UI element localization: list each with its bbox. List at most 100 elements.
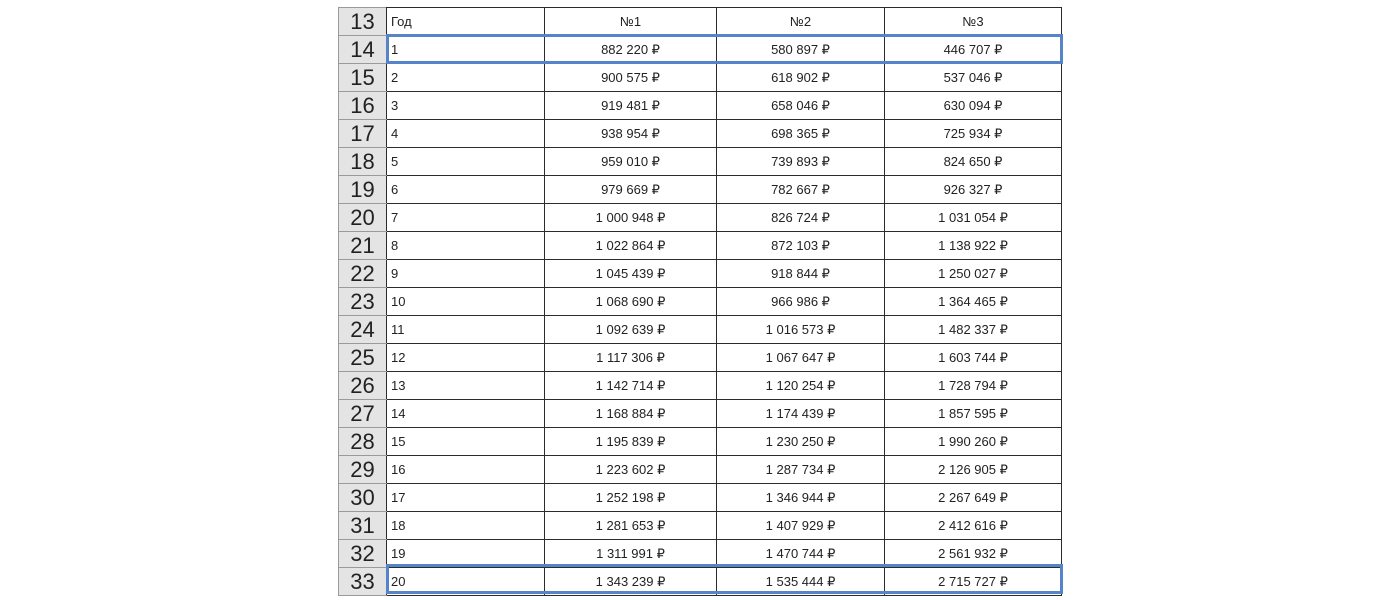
- cell-3[interactable]: 1 031 054 ₽: [884, 203, 1062, 232]
- row-header[interactable]: 24: [338, 315, 387, 344]
- cell-3[interactable]: 1 250 027 ₽: [884, 259, 1062, 288]
- cell-year[interactable]: 3: [386, 91, 545, 120]
- cell-1[interactable]: 900 575 ₽: [544, 63, 717, 92]
- cell-2[interactable]: 1 470 744 ₽: [716, 539, 885, 568]
- cell-2[interactable]: 826 724 ₽: [716, 203, 885, 232]
- cell-2[interactable]: 1 230 250 ₽: [716, 427, 885, 456]
- cell-2[interactable]: 872 103 ₽: [716, 231, 885, 260]
- cell-1[interactable]: 1 092 639 ₽: [544, 315, 717, 344]
- header-cell-3[interactable]: №3: [884, 7, 1062, 36]
- cell-2[interactable]: 580 897 ₽: [716, 35, 885, 64]
- cell-1[interactable]: 1 022 864 ₽: [544, 231, 717, 260]
- cell-2[interactable]: 739 893 ₽: [716, 147, 885, 176]
- row-header[interactable]: 14: [338, 35, 387, 64]
- cell-1[interactable]: 938 954 ₽: [544, 119, 717, 148]
- cell-1[interactable]: 1 195 839 ₽: [544, 427, 717, 456]
- cell-3[interactable]: 446 707 ₽: [884, 35, 1062, 64]
- cell-2[interactable]: 1 287 734 ₽: [716, 455, 885, 484]
- cell-year[interactable]: 17: [386, 483, 545, 512]
- cell-year[interactable]: 12: [386, 343, 545, 372]
- cell-3[interactable]: 2 715 727 ₽: [884, 567, 1062, 596]
- header-cell-1[interactable]: №1: [544, 7, 717, 36]
- cell-1[interactable]: 959 010 ₽: [544, 147, 717, 176]
- cell-2[interactable]: 1 407 929 ₽: [716, 511, 885, 540]
- cell-2[interactable]: 966 986 ₽: [716, 287, 885, 316]
- row-header[interactable]: 30: [338, 483, 387, 512]
- cell-year[interactable]: 10: [386, 287, 545, 316]
- cell-year[interactable]: 1: [386, 35, 545, 64]
- cell-3[interactable]: 630 094 ₽: [884, 91, 1062, 120]
- row-header[interactable]: 33: [338, 567, 387, 596]
- cell-year[interactable]: 7: [386, 203, 545, 232]
- cell-2[interactable]: 918 844 ₽: [716, 259, 885, 288]
- row-header[interactable]: 15: [338, 63, 387, 92]
- cell-2[interactable]: 1 346 944 ₽: [716, 483, 885, 512]
- row-header[interactable]: 25: [338, 343, 387, 372]
- cell-3[interactable]: 824 650 ₽: [884, 147, 1062, 176]
- cell-3[interactable]: 1 603 744 ₽: [884, 343, 1062, 372]
- row-header[interactable]: 29: [338, 455, 387, 484]
- cell-1[interactable]: 1 343 239 ₽: [544, 567, 717, 596]
- cell-3[interactable]: 1 728 794 ₽: [884, 371, 1062, 400]
- cell-3[interactable]: 725 934 ₽: [884, 119, 1062, 148]
- cell-year[interactable]: 13: [386, 371, 545, 400]
- row-header[interactable]: 32: [338, 539, 387, 568]
- cell-1[interactable]: 1 045 439 ₽: [544, 259, 717, 288]
- row-header[interactable]: 22: [338, 259, 387, 288]
- cell-1[interactable]: 1 068 690 ₽: [544, 287, 717, 316]
- cell-2[interactable]: 698 365 ₽: [716, 119, 885, 148]
- cell-year[interactable]: 11: [386, 315, 545, 344]
- cell-2[interactable]: 658 046 ₽: [716, 91, 885, 120]
- row-header[interactable]: 20: [338, 203, 387, 232]
- row-header[interactable]: 27: [338, 399, 387, 428]
- cell-1[interactable]: 1 142 714 ₽: [544, 371, 717, 400]
- cell-2[interactable]: 1 016 573 ₽: [716, 315, 885, 344]
- cell-3[interactable]: 537 046 ₽: [884, 63, 1062, 92]
- cell-year[interactable]: 16: [386, 455, 545, 484]
- cell-1[interactable]: 1 223 602 ₽: [544, 455, 717, 484]
- cell-1[interactable]: 1 252 198 ₽: [544, 483, 717, 512]
- cell-2[interactable]: 1 535 444 ₽: [716, 567, 885, 596]
- cell-1[interactable]: 1 000 948 ₽: [544, 203, 717, 232]
- cell-year[interactable]: 6: [386, 175, 545, 204]
- row-header[interactable]: 18: [338, 147, 387, 176]
- row-header[interactable]: 16: [338, 91, 387, 120]
- row-header[interactable]: 17: [338, 119, 387, 148]
- cell-2[interactable]: 1 174 439 ₽: [716, 399, 885, 428]
- cell-year[interactable]: 4: [386, 119, 545, 148]
- header-cell-2[interactable]: №2: [716, 7, 885, 36]
- cell-year[interactable]: 19: [386, 539, 545, 568]
- cell-3[interactable]: 1 990 260 ₽: [884, 427, 1062, 456]
- header-cell-year[interactable]: Год: [386, 7, 545, 36]
- cell-3[interactable]: 2 126 905 ₽: [884, 455, 1062, 484]
- cell-year[interactable]: 18: [386, 511, 545, 540]
- cell-3[interactable]: 2 412 616 ₽: [884, 511, 1062, 540]
- cell-year[interactable]: 2: [386, 63, 545, 92]
- cell-3[interactable]: 2 561 932 ₽: [884, 539, 1062, 568]
- cell-1[interactable]: 1 311 991 ₽: [544, 539, 717, 568]
- row-header[interactable]: 26: [338, 371, 387, 400]
- row-header[interactable]: 31: [338, 511, 387, 540]
- cell-year[interactable]: 5: [386, 147, 545, 176]
- cell-3[interactable]: 926 327 ₽: [884, 175, 1062, 204]
- cell-year[interactable]: 9: [386, 259, 545, 288]
- cell-3[interactable]: 1 364 465 ₽: [884, 287, 1062, 316]
- cell-2[interactable]: 618 902 ₽: [716, 63, 885, 92]
- cell-1[interactable]: 979 669 ₽: [544, 175, 717, 204]
- cell-3[interactable]: 1 857 595 ₽: [884, 399, 1062, 428]
- cell-3[interactable]: 2 267 649 ₽: [884, 483, 1062, 512]
- cell-1[interactable]: 919 481 ₽: [544, 91, 717, 120]
- cell-3[interactable]: 1 138 922 ₽: [884, 231, 1062, 260]
- cell-year[interactable]: 15: [386, 427, 545, 456]
- cell-2[interactable]: 1 067 647 ₽: [716, 343, 885, 372]
- cell-1[interactable]: 1 281 653 ₽: [544, 511, 717, 540]
- row-header[interactable]: 13: [338, 7, 387, 36]
- cell-2[interactable]: 1 120 254 ₽: [716, 371, 885, 400]
- cell-3[interactable]: 1 482 337 ₽: [884, 315, 1062, 344]
- cell-year[interactable]: 8: [386, 231, 545, 260]
- cell-year[interactable]: 14: [386, 399, 545, 428]
- cell-year[interactable]: 20: [386, 567, 545, 596]
- row-header[interactable]: 19: [338, 175, 387, 204]
- cell-1[interactable]: 882 220 ₽: [544, 35, 717, 64]
- cell-1[interactable]: 1 168 884 ₽: [544, 399, 717, 428]
